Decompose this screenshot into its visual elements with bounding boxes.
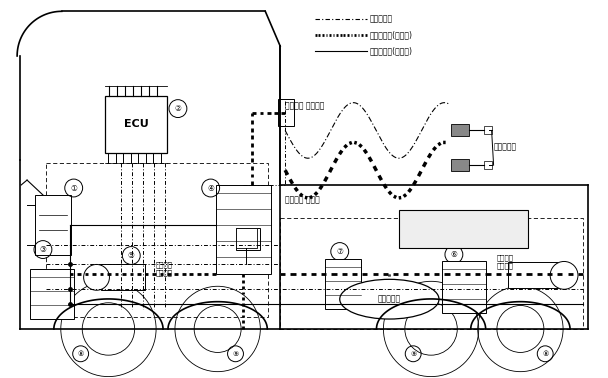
Text: ⑨: ⑨ [232, 351, 238, 357]
Bar [35, 195, 71, 254]
Text: ②: ② [174, 104, 181, 113]
Text: ：電気配線: ：電気配線 [370, 15, 393, 24]
Text: エアタンク: エアタンク [378, 295, 401, 304]
Ellipse shape [340, 279, 439, 319]
Text: ジャンパ ホース: ジャンパ ホース [285, 195, 320, 204]
Text: ③: ③ [40, 245, 46, 254]
Bar [216, 185, 271, 274]
Bar [30, 270, 74, 319]
Text: ⑧: ⑧ [78, 351, 84, 357]
Text: ：エア配管(作動系): ：エア配管(作動系) [370, 31, 412, 40]
Bar [102, 265, 145, 290]
Bar [508, 262, 558, 288]
Circle shape [550, 262, 578, 289]
Bar [484, 127, 492, 135]
Bar [399, 210, 528, 248]
Text: ECU: ECU [124, 119, 148, 130]
Text: ：エア配管(信号系): ：エア配管(信号系) [370, 46, 412, 56]
Bar [451, 159, 469, 171]
Text: ブレーキ
チャンバ: ブレーキ チャンバ [156, 262, 173, 276]
Text: ①: ① [71, 183, 77, 192]
Text: ⑦: ⑦ [336, 247, 343, 256]
Text: ⑨: ⑨ [410, 351, 416, 357]
Bar [235, 228, 260, 249]
Text: ⑥: ⑥ [451, 250, 457, 259]
Bar [278, 99, 294, 127]
Bar [325, 259, 361, 309]
Bar [105, 96, 167, 153]
Bar [235, 228, 257, 248]
Bar [442, 262, 486, 313]
Text: ⑧: ⑧ [542, 351, 548, 357]
Text: ブレーキ
チャンバ: ブレーキ チャンバ [497, 254, 514, 269]
Circle shape [84, 265, 109, 290]
Text: ジャンパ ケーブル: ジャンパ ケーブル [285, 101, 325, 110]
Bar [46, 163, 268, 317]
Text: ⑤: ⑤ [128, 251, 135, 260]
Text: トレーラへ: トレーラへ [494, 143, 517, 152]
Text: ④: ④ [207, 183, 214, 192]
Bar [484, 161, 492, 169]
Bar [451, 124, 469, 136]
Bar [280, 218, 583, 329]
